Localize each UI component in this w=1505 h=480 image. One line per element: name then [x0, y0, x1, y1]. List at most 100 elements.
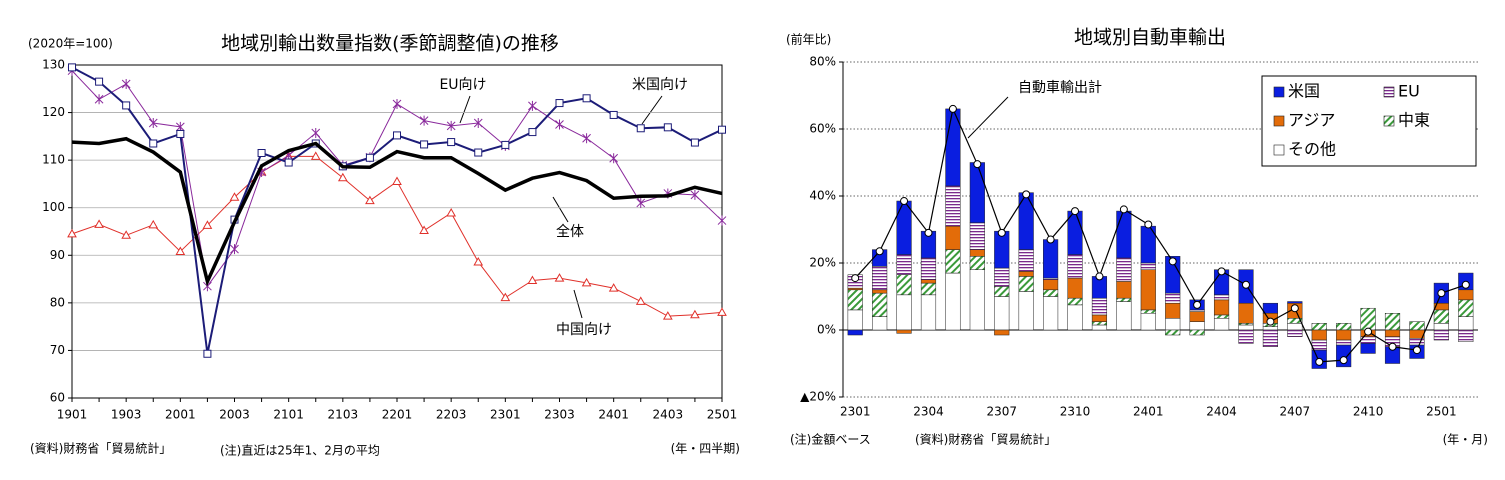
bar-segment — [1360, 343, 1376, 354]
bar-segment — [1287, 329, 1303, 337]
marker — [582, 133, 591, 144]
legend-label: EU — [1398, 82, 1420, 101]
bar-segment — [1043, 279, 1059, 291]
marker — [148, 219, 159, 229]
x-tick-label: 2001 — [165, 408, 196, 422]
marker — [1217, 267, 1226, 276]
y-tick-label: 0% — [817, 323, 836, 337]
bar-segment — [1043, 289, 1059, 297]
annotation: EU向け — [439, 77, 486, 93]
marker — [1388, 342, 1397, 351]
annotation: 自動車輸出計 — [1018, 79, 1102, 96]
marker — [690, 138, 699, 147]
bar-segment — [945, 185, 961, 227]
marker — [662, 311, 673, 320]
bar-segment — [1262, 326, 1278, 331]
bar-segment — [1189, 311, 1205, 322]
marker — [527, 275, 538, 284]
marker — [1266, 317, 1275, 326]
bar-segment — [1140, 269, 1156, 311]
bar-segment — [994, 329, 1010, 336]
chart-title: 地域別輸出数量指数(季節調整値)の推移 — [221, 33, 559, 55]
series-line — [71, 136, 723, 287]
bar-segment — [994, 296, 1010, 331]
bar-segment — [1067, 277, 1083, 299]
legend-swatch — [1273, 144, 1285, 156]
note: (注)金額ベース — [790, 432, 871, 447]
bar-segment — [1018, 276, 1034, 292]
y-tick-label: 60% — [809, 122, 836, 136]
bar-segment — [1311, 323, 1327, 331]
marker — [635, 296, 646, 305]
marker — [474, 148, 483, 157]
x-tick-label: 2003 — [219, 408, 250, 422]
annotation-line — [967, 96, 1009, 139]
bar-segment — [1043, 296, 1059, 331]
marker — [500, 292, 511, 302]
bar-segment — [1091, 324, 1108, 331]
marker — [636, 197, 646, 208]
bar-segment — [1189, 329, 1205, 336]
bar-segment — [920, 294, 937, 331]
x-tick-label: 2303 — [544, 408, 575, 422]
x-tick-label: 2101 — [273, 408, 304, 422]
marker — [257, 149, 266, 158]
marker — [1364, 327, 1373, 336]
marker — [203, 349, 212, 358]
marker — [997, 228, 1006, 237]
x-tick-label: 2203 — [436, 408, 467, 422]
bar-segment — [1116, 281, 1132, 299]
y-tick-label: ▲20% — [800, 390, 836, 404]
bar-segment — [896, 254, 912, 275]
x-tick-label: 2301 — [490, 408, 521, 422]
bar-segment — [1165, 329, 1181, 336]
marker — [973, 160, 982, 169]
x-tick-label: 2103 — [328, 408, 359, 422]
marker — [501, 140, 510, 149]
bar-segment — [872, 289, 888, 294]
bar-segment — [1140, 313, 1156, 331]
bar-segment — [1458, 299, 1474, 317]
bar-segment — [1018, 271, 1034, 277]
marker — [447, 138, 456, 147]
bar-segment — [1433, 323, 1449, 331]
annotation: 米国向け — [632, 77, 688, 93]
source: (資料)財務省「貿易統計」 — [915, 432, 1056, 447]
marker — [1168, 257, 1177, 266]
bar-segment — [920, 279, 937, 284]
bar-segment — [1189, 309, 1205, 312]
bar-segment — [1213, 318, 1230, 331]
bar-segment — [1116, 301, 1132, 331]
marker — [609, 153, 619, 164]
y-tick-label: 130 — [42, 58, 65, 72]
bar-segment — [1336, 329, 1352, 341]
marker — [176, 129, 185, 138]
bar-segment — [1091, 314, 1108, 322]
x-tick-label: 1903 — [111, 408, 142, 422]
bar-segment — [896, 274, 912, 296]
bar-segment — [1165, 318, 1181, 331]
marker — [1437, 289, 1446, 298]
marker — [1119, 205, 1128, 214]
marker — [365, 195, 375, 205]
bar-segment — [1116, 257, 1132, 282]
marker — [690, 309, 700, 319]
marker — [1290, 304, 1299, 313]
marker — [717, 307, 727, 316]
bar-segment — [994, 286, 1010, 297]
marker — [528, 100, 537, 111]
bar-segment — [847, 287, 863, 291]
bar-segment — [1360, 307, 1376, 331]
marker — [1241, 280, 1250, 289]
bar-segment — [1116, 297, 1132, 302]
bar-segment — [1433, 329, 1449, 341]
marker — [1071, 207, 1080, 216]
marker — [392, 99, 402, 110]
marker — [851, 274, 860, 283]
marker — [555, 99, 564, 108]
note: (注)直近は25年1、2月の平均 — [220, 443, 380, 458]
marker — [121, 79, 131, 90]
legend-swatch — [1273, 86, 1285, 98]
marker — [581, 277, 592, 287]
marker — [446, 120, 456, 131]
